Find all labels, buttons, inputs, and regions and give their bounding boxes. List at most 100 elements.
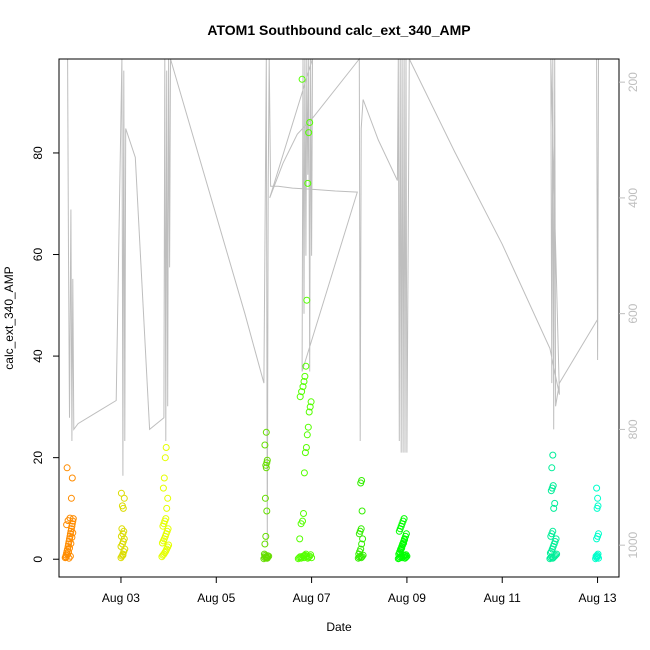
data-point xyxy=(66,544,73,552)
data-point xyxy=(301,372,309,380)
data-point xyxy=(162,444,170,451)
y-tick-label: 40 xyxy=(31,349,45,363)
data-point xyxy=(261,494,269,502)
data-point xyxy=(357,545,365,553)
data-point xyxy=(357,525,365,533)
data-point xyxy=(402,551,410,559)
data-point xyxy=(402,530,410,538)
data-point xyxy=(263,459,271,467)
data-point xyxy=(262,428,270,436)
data-point xyxy=(298,388,306,396)
y2-tick-label: 200 xyxy=(626,72,640,92)
data-point xyxy=(546,549,554,557)
data-point xyxy=(67,494,75,502)
data-point xyxy=(119,551,127,559)
data-point xyxy=(117,489,125,497)
data-point xyxy=(358,507,366,515)
y-tick-label: 60 xyxy=(31,248,45,262)
data-point xyxy=(162,515,170,523)
data-point xyxy=(262,464,270,472)
data-point xyxy=(118,525,126,533)
data-point xyxy=(550,504,558,512)
data-point xyxy=(304,423,312,431)
data-point xyxy=(163,504,171,512)
data-point xyxy=(401,554,409,562)
data-point xyxy=(65,554,73,562)
data-point xyxy=(594,494,602,502)
data-point xyxy=(594,502,602,510)
data-point xyxy=(67,525,75,533)
data-point xyxy=(307,551,315,559)
data-point xyxy=(296,535,304,543)
data-point xyxy=(68,474,76,482)
data-point xyxy=(400,515,408,523)
data-point xyxy=(159,484,167,492)
data-points-layer xyxy=(61,75,602,563)
y-axis: 0 20 40 60 80 xyxy=(31,146,59,563)
x-tick-label: Aug 11 xyxy=(484,591,521,605)
data-point xyxy=(549,482,557,490)
data-point xyxy=(400,539,408,547)
y-tick-label: 0 xyxy=(31,556,45,563)
data-point xyxy=(165,541,173,549)
data-point xyxy=(263,456,271,464)
x-axis-label: Date xyxy=(326,620,352,634)
data-point xyxy=(401,536,408,544)
data-point xyxy=(164,494,172,502)
data-point xyxy=(402,553,410,561)
plot-frame xyxy=(58,58,620,578)
y2-tick-label: 800 xyxy=(626,419,640,439)
y2-tick-label: 1000 xyxy=(626,531,640,558)
depth-line xyxy=(67,57,599,546)
data-point xyxy=(551,499,559,507)
data-point xyxy=(305,129,313,137)
x-tick-label: Aug 03 xyxy=(102,591,140,605)
y-tick-label: 20 xyxy=(31,451,45,465)
data-point xyxy=(302,444,310,451)
data-point xyxy=(306,119,314,126)
data-point xyxy=(300,469,308,477)
data-point xyxy=(549,527,557,535)
data-point xyxy=(160,474,168,482)
data-point xyxy=(66,552,74,560)
data-point xyxy=(300,378,308,385)
data-point xyxy=(69,529,77,537)
data-point xyxy=(302,362,310,370)
data-point xyxy=(305,408,313,416)
data-point xyxy=(264,552,272,560)
x-tick-label: Aug 05 xyxy=(197,591,235,605)
data-point xyxy=(63,521,71,529)
data-point xyxy=(307,398,315,406)
data-point xyxy=(308,554,316,562)
data-point xyxy=(261,441,269,449)
data-point xyxy=(299,517,306,525)
data-point xyxy=(63,464,71,472)
depth-line-layer xyxy=(67,57,599,546)
data-point xyxy=(358,540,366,548)
data-point xyxy=(593,484,601,492)
data-point xyxy=(359,535,367,543)
data-point xyxy=(261,540,269,548)
data-point xyxy=(161,549,169,557)
data-point xyxy=(303,431,311,439)
data-point xyxy=(300,510,307,517)
data-point xyxy=(120,494,128,502)
data-point xyxy=(358,477,366,484)
data-point xyxy=(303,296,311,304)
y2-axis: 200 400 600 800 1000 xyxy=(619,72,640,559)
data-point xyxy=(549,451,557,459)
chart-title: ATOM1 Southbound calc_ext_340_AMP xyxy=(207,22,470,38)
y-tick-label: 80 xyxy=(31,146,45,160)
data-point xyxy=(304,179,312,187)
data-point xyxy=(594,550,602,558)
data-point xyxy=(296,393,304,401)
data-point xyxy=(548,464,556,472)
x-axis: Aug 03 Aug 05 Aug 07 Aug 09 Aug 11 Aug 13 xyxy=(102,577,617,605)
y2-tick-label: 600 xyxy=(626,303,640,323)
data-point xyxy=(299,383,307,391)
data-point xyxy=(263,554,271,562)
x-tick-label: Aug 07 xyxy=(293,591,331,605)
data-point xyxy=(263,507,271,515)
data-point xyxy=(306,403,314,411)
